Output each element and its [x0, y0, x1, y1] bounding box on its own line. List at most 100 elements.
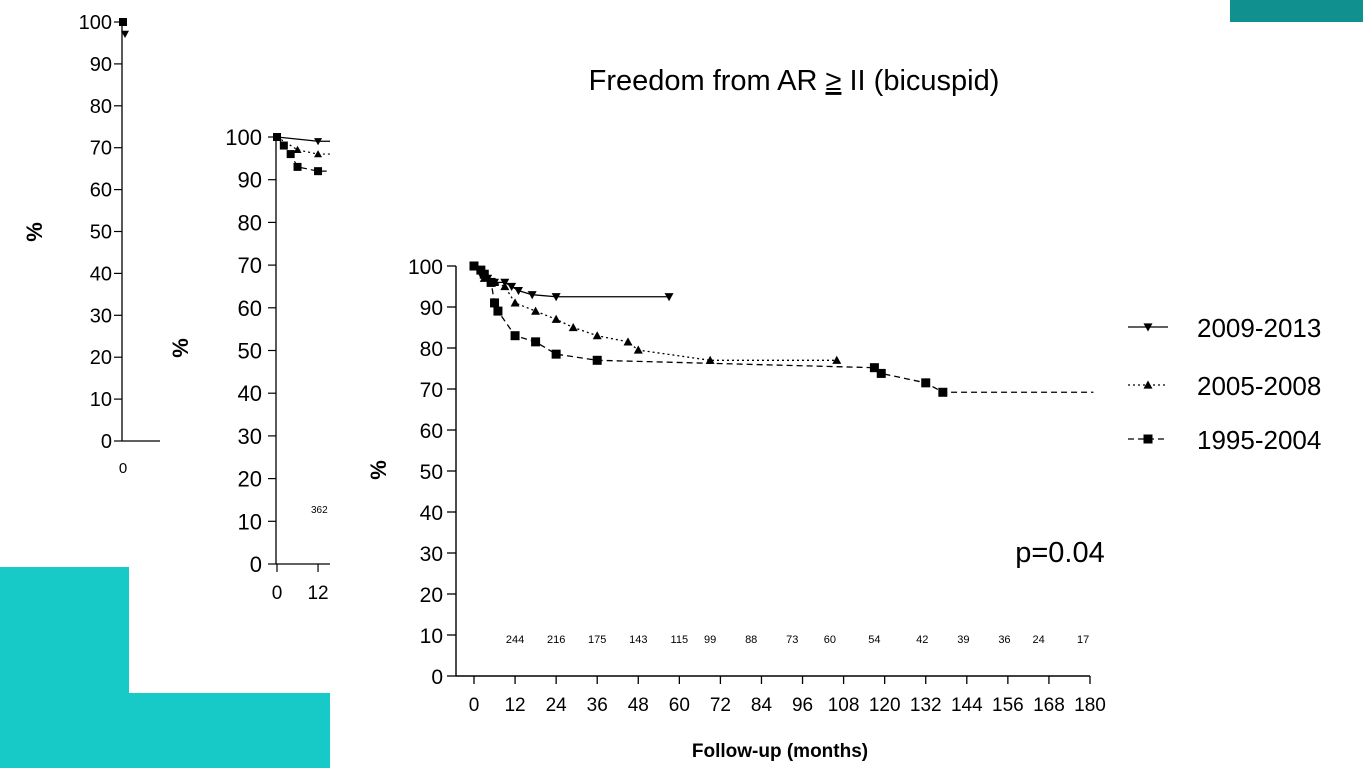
main-xtick-label: 24	[546, 695, 568, 716]
chart2-ytick-label: 10	[238, 509, 262, 534]
main-xtick-label: 36	[587, 695, 608, 716]
chart1-ytick-label: 30	[90, 305, 112, 327]
chart1-ytick-label: 100	[79, 12, 112, 34]
chart2-series-point	[293, 145, 302, 154]
main-ytick-label: 50	[420, 461, 443, 484]
chart2-series-line	[276, 136, 330, 142]
chart2-series-point	[314, 167, 323, 176]
main-xtick-label: 132	[910, 695, 942, 716]
series-point-1995-2004	[938, 387, 948, 397]
number-at-risk-label: 42	[916, 634, 928, 646]
series-point-2005-2008	[832, 355, 842, 364]
main-xtick-label: 120	[869, 695, 901, 716]
series-point-2005-2008	[500, 282, 510, 291]
chart1-ytick-label: 50	[90, 222, 112, 244]
number-at-risk-label: 39	[957, 634, 969, 646]
number-at-risk-label: 244	[506, 634, 524, 646]
chart1-ytick-label: 60	[90, 180, 112, 202]
series-line-1995-2004	[473, 265, 1094, 393]
main-xtick-label: 12	[504, 695, 525, 716]
series-point-1995-2004	[876, 368, 886, 378]
chart2-ylabel: %	[168, 338, 193, 358]
series-point-2005-2008	[592, 331, 602, 340]
series-point-1995-2004	[493, 306, 503, 316]
main-chart: Freedom from AR ≥ II (bicuspid) % Follow…	[366, 65, 1321, 762]
legend-label: 2005-2008	[1197, 371, 1321, 401]
series-point-2005-2008	[633, 345, 643, 354]
main-ytick-label: 30	[420, 543, 443, 566]
series-point-2005-2008	[551, 314, 561, 323]
main-xtick-label: 96	[792, 695, 813, 716]
number-at-risk-label: 24	[1033, 634, 1045, 646]
number-at-risk-label: 17	[1077, 634, 1089, 646]
number-at-risk-label: 175	[588, 634, 606, 646]
teal-accent-top-right	[1230, 0, 1363, 22]
chart2-ytick-label: 60	[238, 296, 262, 321]
chart2-series-point	[273, 133, 281, 141]
series-point-2005-2008	[531, 306, 541, 315]
main-ytick-label: 70	[420, 379, 443, 402]
chart2-series-point	[279, 141, 288, 150]
chart-title-suffix: II (bicuspid)	[841, 65, 999, 97]
chart-title: Freedom from AR ≥ II (bicuspid)	[589, 65, 1000, 97]
series-point-2009-2013	[513, 287, 523, 296]
main-xtick-label: 168	[1033, 695, 1065, 716]
chart2-ytick-label: 100	[225, 125, 262, 150]
legend-marker-2009-2013	[1143, 323, 1153, 332]
series-point-2009-2013	[551, 293, 561, 302]
number-at-risk-label: 88	[745, 634, 757, 646]
chart2-series-point	[314, 138, 323, 146]
main-xtick-label: 156	[992, 695, 1024, 716]
main-xtick-label: 84	[751, 695, 773, 716]
series-point-1995-2004	[479, 269, 489, 279]
series-point-1995-2004	[869, 363, 879, 373]
series-point-1995-2004	[486, 277, 496, 287]
series-point-1995-2004	[469, 261, 479, 271]
chart1-ytick-label: 0	[101, 431, 112, 453]
chart2-ytick-label: 30	[238, 424, 262, 449]
series-point-2005-2008	[705, 355, 715, 364]
chart1-ytick-label: 80	[90, 96, 112, 118]
chart1-axes: 0 10 20 30 40 50 60 70 80 90 100 0	[79, 12, 160, 477]
teal-accent-block-left	[0, 567, 129, 768]
chart1-ytick-label: 20	[90, 347, 112, 369]
series-point-2005-2008	[623, 337, 633, 346]
main-xtick-label: 108	[828, 695, 860, 716]
main-xtick-label: 48	[628, 695, 649, 716]
background-chart-2: % 362 0 10 20 30 40 50 60 70 80 90 100 0 12	[168, 125, 330, 604]
chart2-axes: 0 10 20 30 40 50 60 70 80 90 100 0 12	[225, 125, 330, 604]
main-ytick-label: 0	[431, 666, 443, 689]
series-point-2005-2008	[568, 323, 578, 332]
teal-accent-block-bottom	[129, 693, 330, 768]
legend-label: 2009-2013	[1197, 313, 1321, 343]
main-ylabel: %	[366, 460, 391, 480]
number-at-risk-label: 54	[868, 634, 880, 646]
main-ytick-label: 20	[420, 584, 443, 607]
main-xtick-label: 180	[1074, 695, 1106, 716]
series-point-2005-2008	[510, 298, 520, 307]
main-xtick-label: 60	[669, 695, 690, 716]
chart2-ytick-label: 50	[238, 339, 262, 364]
series-point-2009-2013	[664, 293, 674, 302]
chart1-ytick-label: 10	[90, 389, 112, 411]
main-xtick-label: 144	[951, 695, 983, 716]
chart2-xtick-label: 0	[272, 583, 283, 604]
series-line-2005-2008	[473, 265, 837, 361]
main-ytick-label: 90	[420, 297, 443, 320]
series-point-1995-2004	[510, 331, 520, 341]
number-at-risk-label: 73	[786, 634, 798, 646]
legend-marker-1995-2004	[1143, 434, 1153, 444]
chart1-point-marker	[121, 30, 129, 38]
background-chart-1: % 0 10 20 30 40 50 60 70 80 90 100 0	[22, 12, 160, 477]
chart1-ytick-label: 40	[90, 263, 112, 285]
chart2-xtick-label: 12	[307, 583, 328, 604]
chart2-ytick-label: 70	[238, 253, 262, 278]
number-at-risk-label: 115	[671, 634, 689, 646]
number-at-risk-label: 36	[998, 634, 1010, 646]
chart1-point-marker	[119, 18, 127, 26]
series-point-2009-2013	[527, 291, 537, 300]
number-at-risk-label: 143	[629, 634, 647, 646]
chart2-series-line	[276, 136, 330, 155]
